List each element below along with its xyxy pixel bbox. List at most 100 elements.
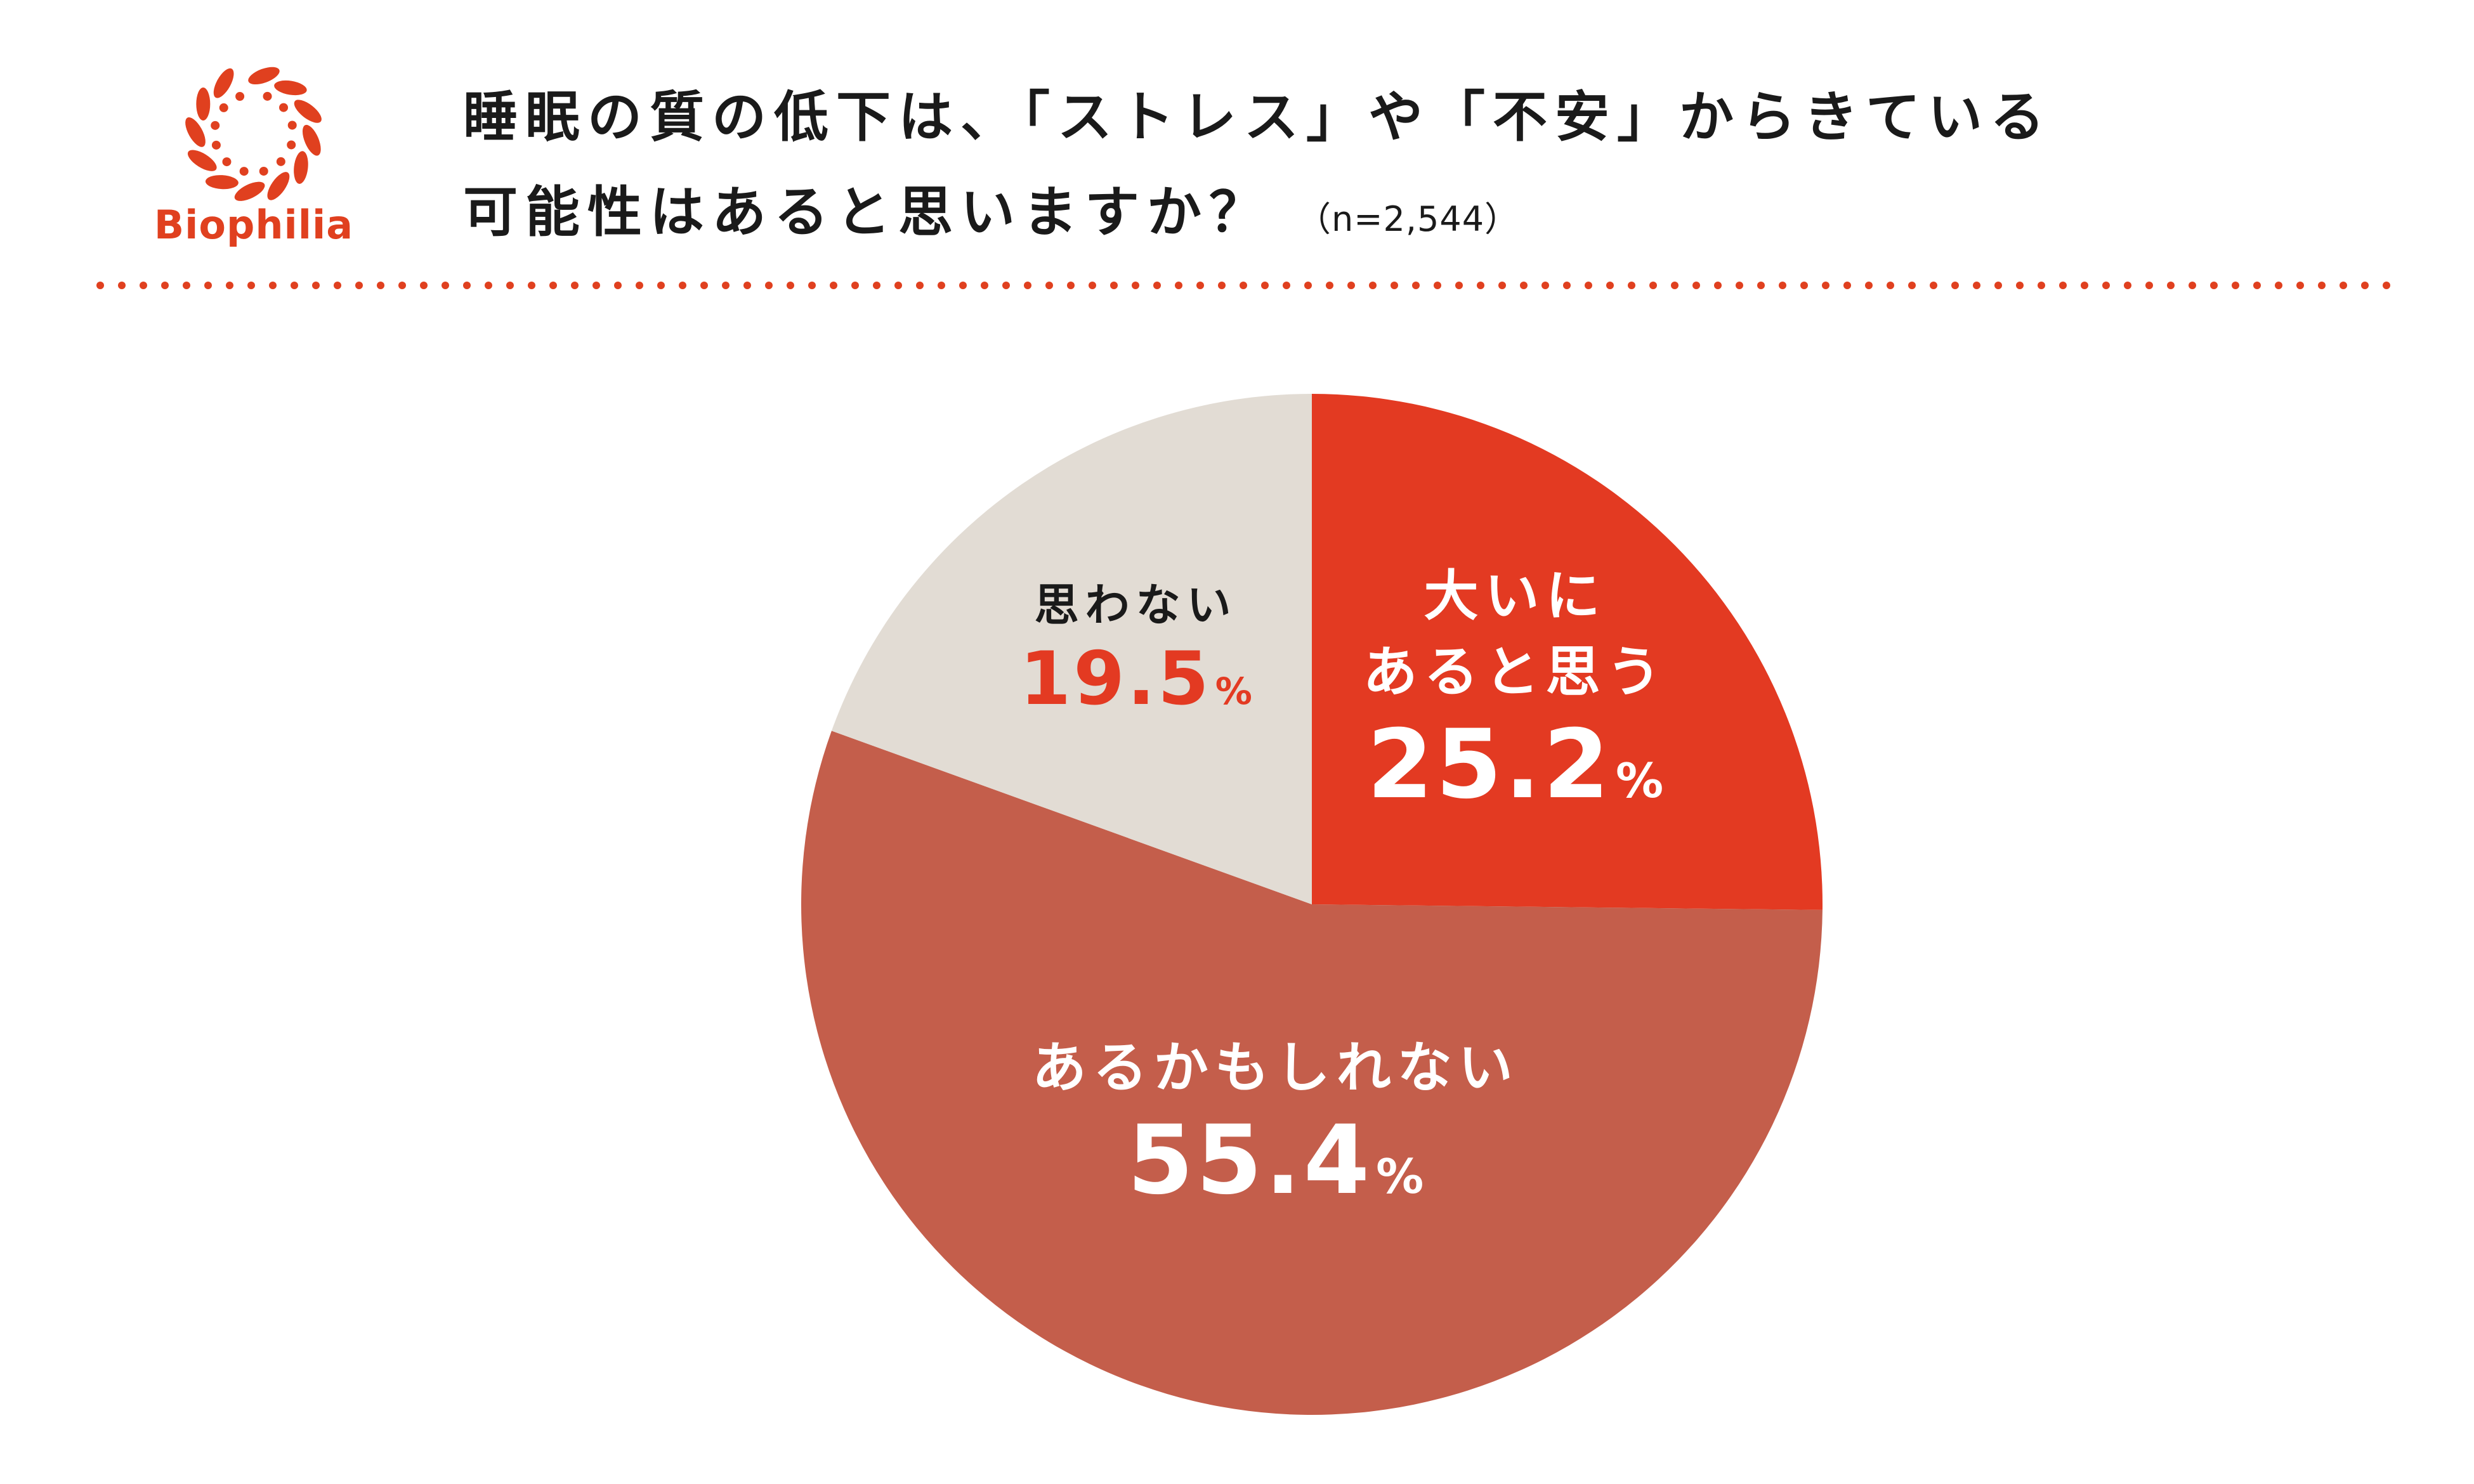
slice-value-label: 19.5%	[1020, 637, 1252, 734]
divider-dot	[2318, 282, 2326, 289]
slice-category-label: 思わない	[1034, 579, 1238, 632]
slice-label-1: あるかもしれない 55.4%	[1032, 1030, 1519, 1232]
divider-dot	[2189, 282, 2196, 289]
leaf-dot	[235, 91, 245, 101]
divider-dot	[377, 282, 384, 289]
divider-dot	[1196, 282, 1204, 289]
dotted-divider	[96, 282, 2390, 289]
leaf-dot	[259, 166, 268, 176]
leaf-dot	[211, 120, 220, 130]
slice-category-label: 大いに	[1424, 564, 1607, 628]
divider-dot	[1800, 282, 1808, 289]
leaf-shape	[267, 172, 290, 200]
slice-label-2: 思わない 19.5%	[1020, 573, 1252, 734]
pie-slice-0	[1312, 394, 1823, 910]
pie-slice-1	[801, 731, 1823, 1416]
divider-dot	[1304, 282, 1312, 289]
laurel-wreath-icon	[185, 67, 322, 201]
slice-value-unit: %	[1215, 670, 1252, 713]
divider-dot	[2102, 282, 2110, 289]
divider-dot	[2059, 282, 2067, 289]
sample-size: （n=2,544）	[1297, 199, 1520, 239]
divider-dot	[1110, 282, 1118, 289]
divider-dot	[636, 282, 643, 289]
divider-dot	[571, 282, 579, 289]
divider-dot	[463, 282, 471, 289]
divider-dot	[1671, 282, 1679, 289]
title-line-1: 睡眠の質の低下は、「ストレス」や「不安」からきている	[463, 86, 2052, 149]
divider-dot	[1391, 282, 1398, 289]
divider-dot	[2361, 282, 2369, 289]
divider-dot	[1153, 282, 1161, 289]
divider-dot	[1887, 282, 1894, 289]
leaf-shape	[294, 100, 322, 123]
divider-dot	[1843, 282, 1851, 289]
divider-dot	[1132, 282, 1139, 289]
divider-dot	[1369, 282, 1377, 289]
divider-dot	[312, 282, 320, 289]
slice-value-number: 25.2	[1366, 709, 1612, 820]
slice-value-number: 55.4	[1127, 1105, 1373, 1216]
divider-dot	[679, 282, 686, 289]
leaf-dot	[276, 157, 285, 166]
divider-dot	[528, 282, 535, 289]
slice-value-label: 25.2%	[1363, 710, 1668, 836]
divider-dot	[1606, 282, 1614, 289]
divider-dot	[981, 282, 988, 289]
divider-dot	[1757, 282, 1765, 289]
divider-dot	[2383, 282, 2390, 289]
divider-dot	[269, 282, 277, 289]
divider-dot	[1218, 282, 1226, 289]
leaf-shape	[196, 88, 211, 120]
divider-dot	[2253, 282, 2261, 289]
divider-dot	[334, 282, 341, 289]
divider-dot	[808, 282, 816, 289]
pie-slice-2	[831, 394, 1312, 904]
divider-dot	[894, 282, 902, 289]
divider-dot	[1628, 282, 1635, 289]
divider-dot	[355, 282, 363, 289]
leaf-shape	[213, 68, 234, 98]
divider-dot	[1865, 282, 1873, 289]
divider-dot	[1649, 282, 1657, 289]
leaf-shape	[274, 80, 307, 96]
divider-dot	[1498, 282, 1506, 289]
slice-value-number: 19.5	[1019, 636, 1212, 722]
divider-dot	[2210, 282, 2218, 289]
divider-dot	[1520, 282, 1528, 289]
divider-dot	[1283, 282, 1290, 289]
divider-dot	[722, 282, 730, 289]
divider-dot	[1585, 282, 1592, 289]
brand-logo: Biophilia	[140, 63, 368, 266]
divider-dot	[2016, 282, 2024, 289]
slice-category-label: あるかもしれない	[1031, 1036, 1519, 1100]
leaf-dot	[239, 167, 249, 176]
slice-label-0: 大いに あると思う 25.2%	[1363, 558, 1668, 836]
divider-dot	[1434, 282, 1441, 289]
divider-dot	[1779, 282, 1786, 289]
slice-value-label: 55.4%	[1032, 1106, 1519, 1232]
divider-dot	[2124, 282, 2131, 289]
divider-dot	[1908, 282, 1916, 289]
divider-dot	[1261, 282, 1269, 289]
divider-dot	[916, 282, 924, 289]
divider-dot	[2038, 282, 2045, 289]
divider-dot	[140, 282, 147, 289]
divider-dot	[851, 282, 859, 289]
divider-dot	[765, 282, 773, 289]
divider-dot	[118, 282, 126, 289]
divider-dot	[1175, 282, 1182, 289]
title-line-2-text: 可能性はあると思いますか？	[463, 181, 1271, 244]
divider-dot	[1455, 282, 1463, 289]
divider-dot	[700, 282, 708, 289]
divider-dot	[506, 282, 514, 289]
divider-dot	[2232, 282, 2239, 289]
divider-dot	[1089, 282, 1096, 289]
divider-dot	[1973, 282, 1980, 289]
leaf-shape	[185, 117, 206, 147]
divider-dot	[657, 282, 665, 289]
leaf-shape	[302, 124, 321, 156]
leaf-dot	[287, 120, 297, 130]
divider-dot	[959, 282, 967, 289]
divider-dot	[830, 282, 837, 289]
